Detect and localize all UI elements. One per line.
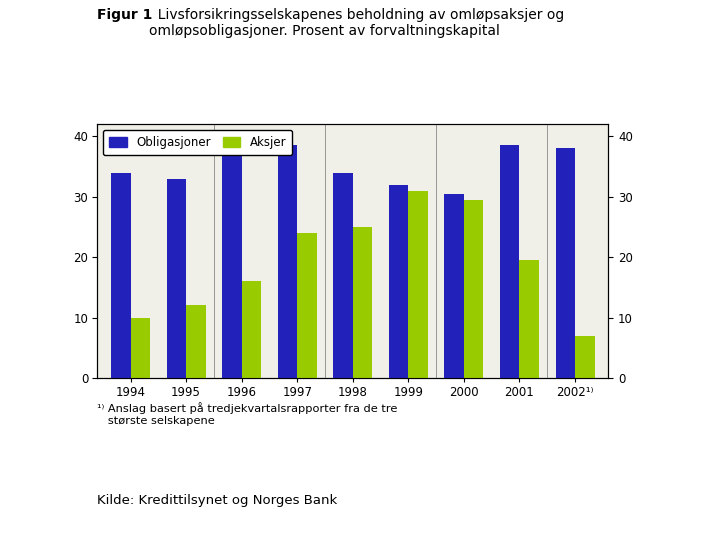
Bar <box>242 281 261 378</box>
Bar <box>130 318 150 378</box>
Bar <box>278 145 297 378</box>
Text: Kilde: Kredittilsynet og Norges Bank: Kilde: Kredittilsynet og Norges Bank <box>97 494 338 507</box>
Bar <box>444 194 464 378</box>
Text: Livsforsikringsselskapenes beholdning av omløpsaksjer og
omløpsobligasjoner. Pro: Livsforsikringsselskapenes beholdning av… <box>149 8 564 38</box>
Bar <box>520 260 539 378</box>
Text: Figur 1: Figur 1 <box>97 8 153 22</box>
Bar <box>222 154 242 378</box>
Bar <box>297 233 317 378</box>
Legend: Obligasjoner, Aksjer: Obligasjoner, Aksjer <box>103 130 292 155</box>
Bar <box>389 185 408 378</box>
Bar <box>464 200 483 378</box>
Text: ¹⁾ Anslag basert på tredjekvartalsrapporter fra de tre
   største selskapene: ¹⁾ Anslag basert på tredjekvartalsrappor… <box>97 402 397 426</box>
Bar <box>575 336 595 378</box>
Bar <box>500 145 520 378</box>
Bar <box>166 179 186 378</box>
Bar <box>333 173 353 378</box>
Bar <box>353 227 372 378</box>
Bar <box>186 306 205 378</box>
Bar <box>111 173 130 378</box>
Bar <box>408 191 428 378</box>
Bar <box>556 148 575 378</box>
